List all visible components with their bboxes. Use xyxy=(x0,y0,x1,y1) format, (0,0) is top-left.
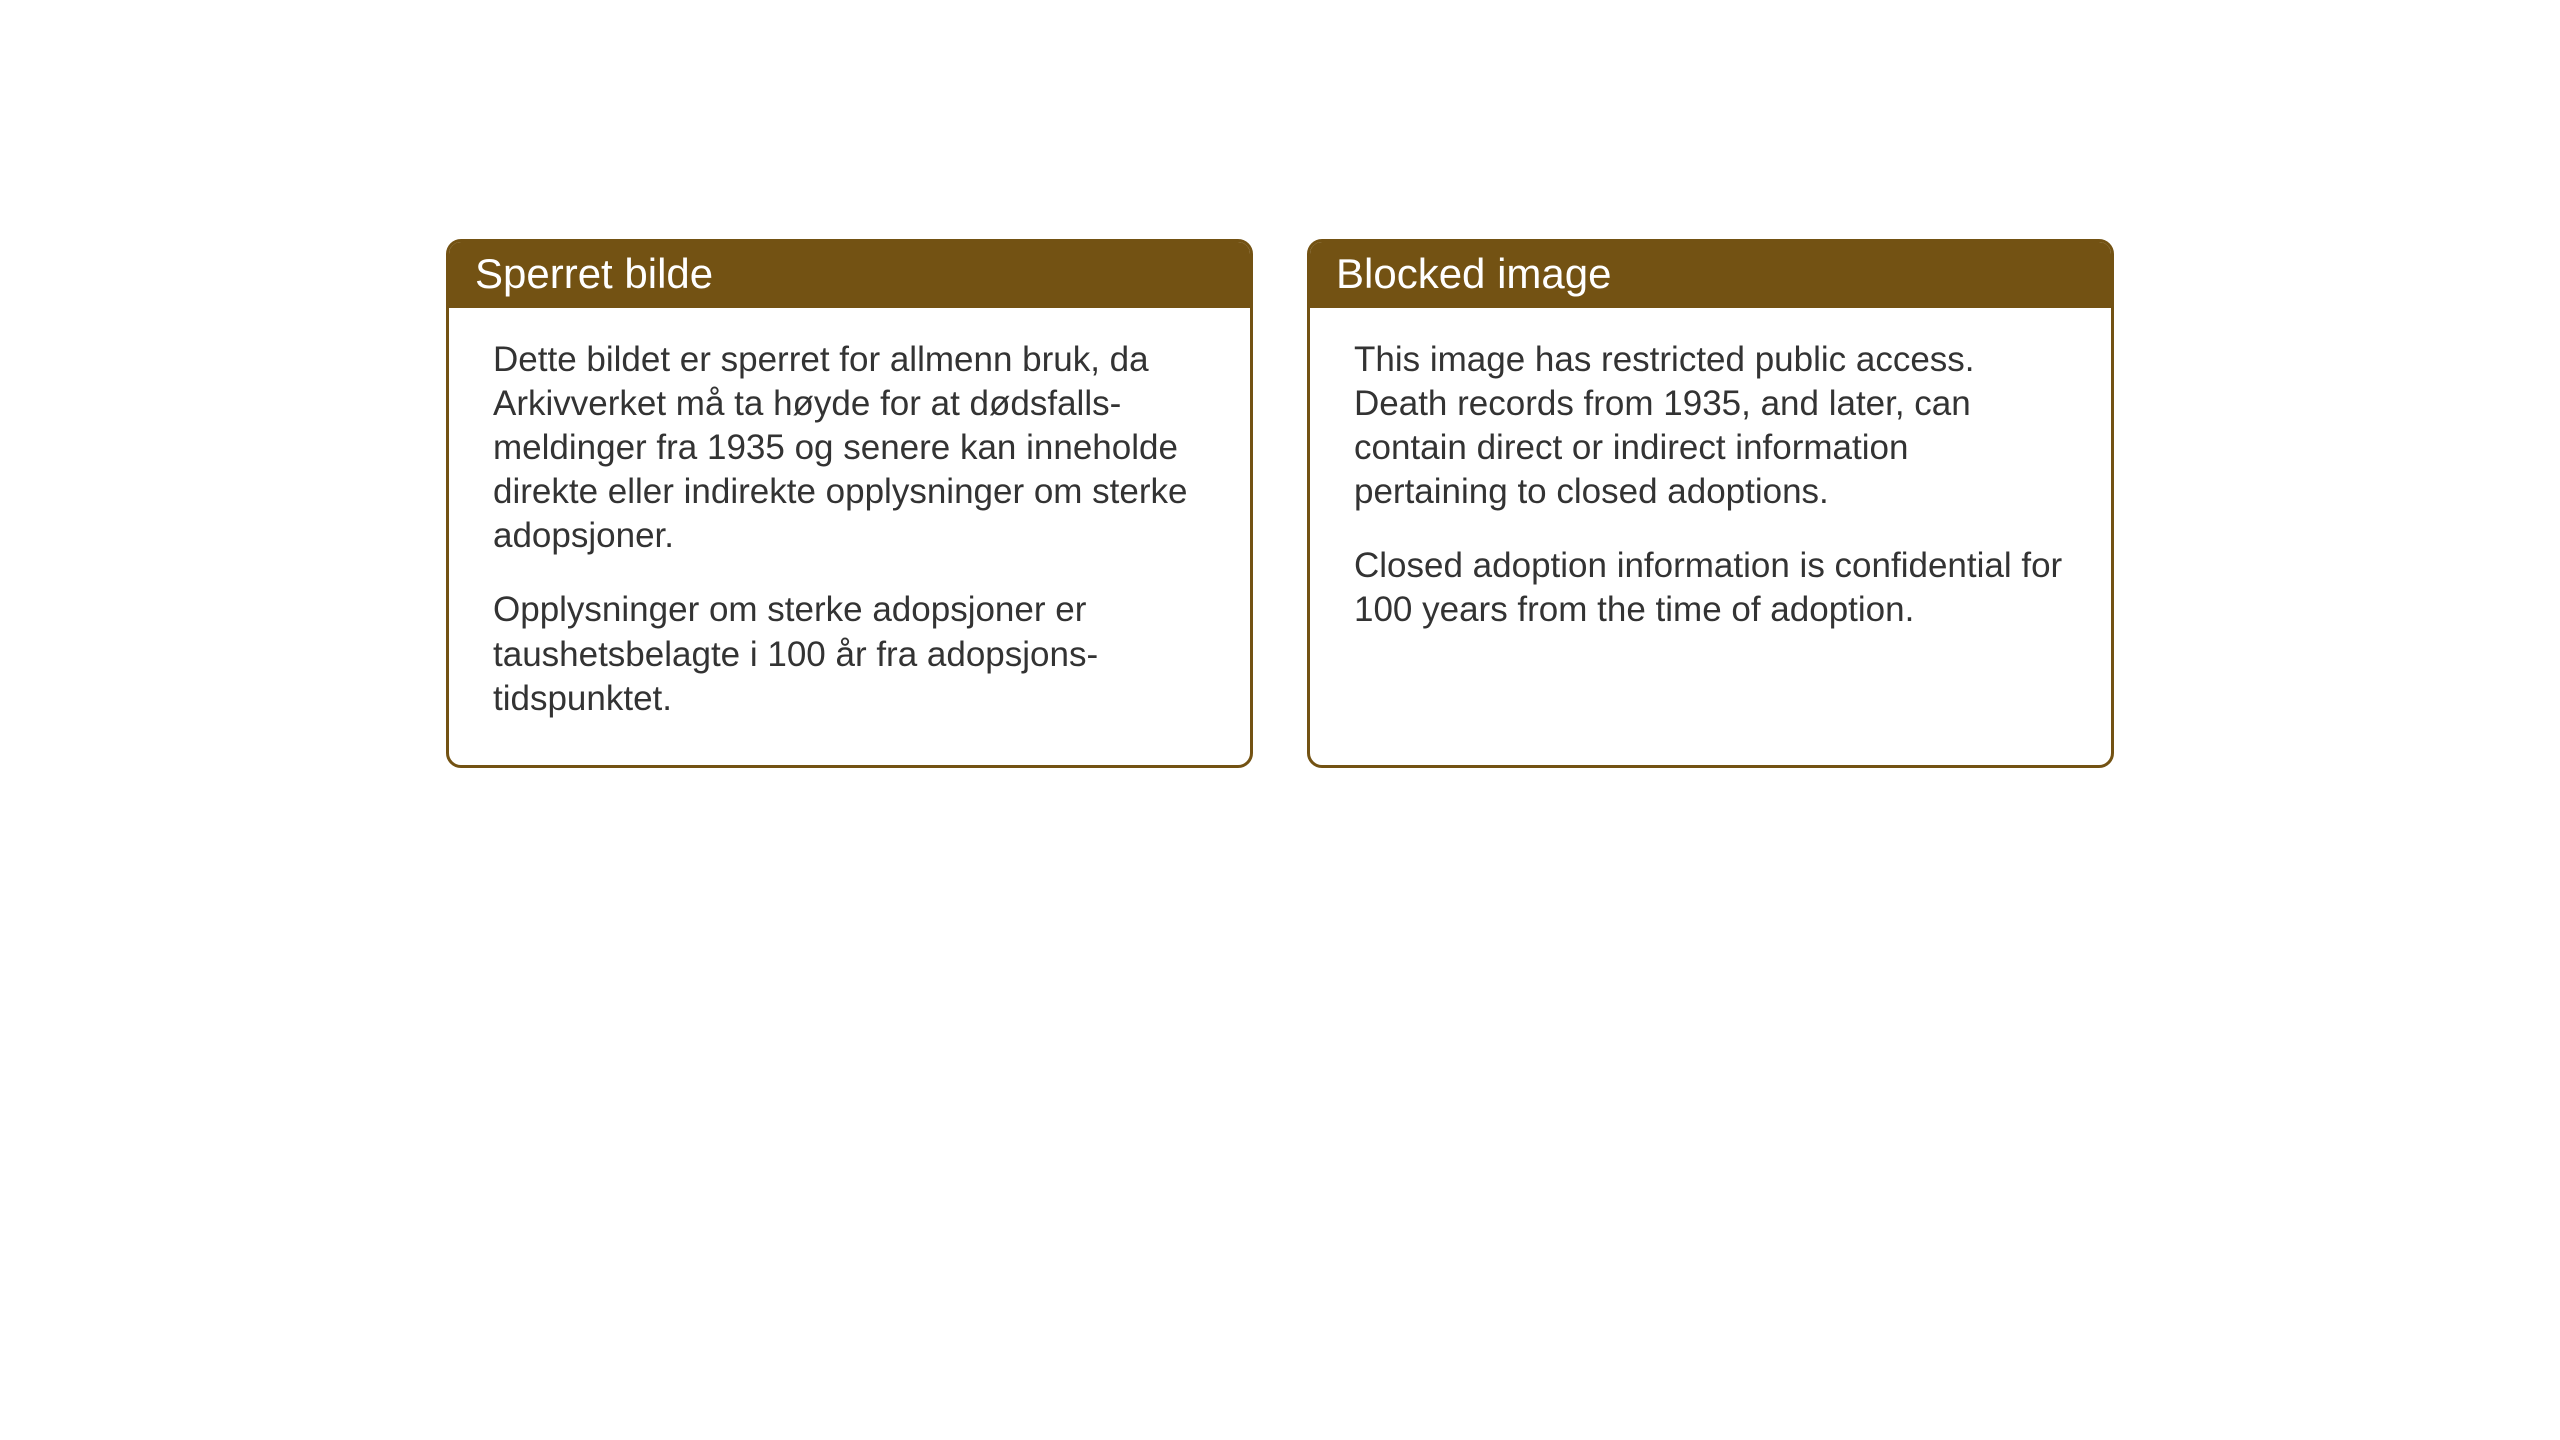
paragraph-english-2: Closed adoption information is confident… xyxy=(1354,544,2067,632)
paragraph-norwegian-2: Opplysninger om sterke adopsjoner er tau… xyxy=(493,588,1206,720)
card-norwegian: Sperret bilde Dette bildet er sperret fo… xyxy=(446,239,1253,768)
cards-container: Sperret bilde Dette bildet er sperret fo… xyxy=(446,239,2114,768)
paragraph-english-1: This image has restricted public access.… xyxy=(1354,338,2067,514)
card-body-english: This image has restricted public access.… xyxy=(1310,308,2111,677)
card-english: Blocked image This image has restricted … xyxy=(1307,239,2114,768)
card-header-norwegian: Sperret bilde xyxy=(449,242,1250,308)
card-header-english: Blocked image xyxy=(1310,242,2111,308)
card-body-norwegian: Dette bildet er sperret for allmenn bruk… xyxy=(449,308,1250,765)
paragraph-norwegian-1: Dette bildet er sperret for allmenn bruk… xyxy=(493,338,1206,558)
